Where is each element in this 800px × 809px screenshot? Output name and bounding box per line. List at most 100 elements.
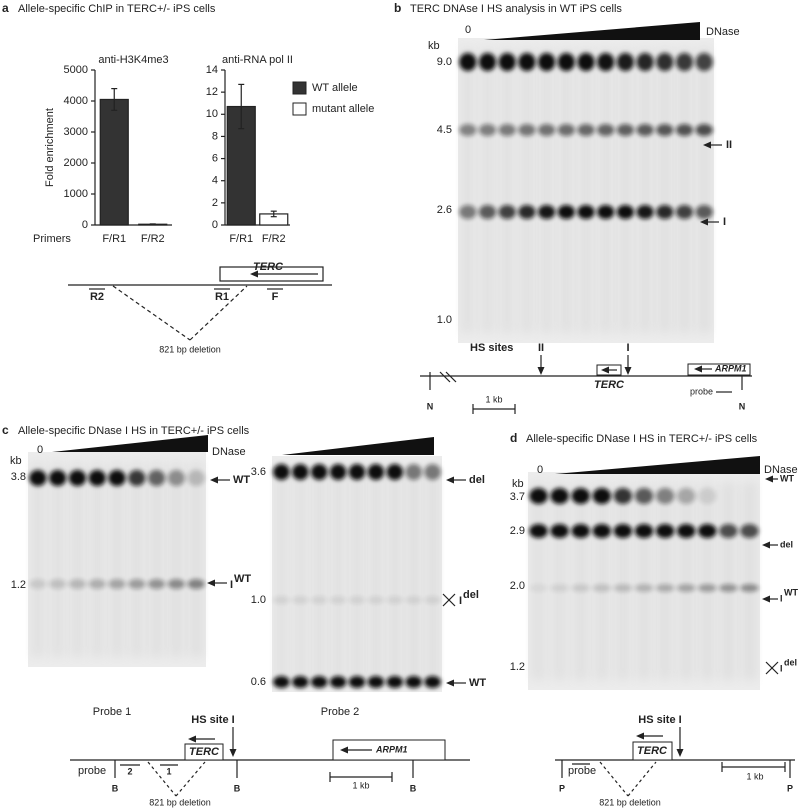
band-label: I xyxy=(230,579,233,591)
band-label: WT xyxy=(780,473,794,483)
band xyxy=(656,124,674,136)
dnase-wedge xyxy=(555,456,760,474)
lane-smear xyxy=(637,48,653,333)
band xyxy=(329,676,347,688)
band xyxy=(613,488,633,504)
band xyxy=(292,596,309,604)
band xyxy=(613,584,633,592)
chart-title: anti-H3K4me3 xyxy=(98,54,168,66)
band xyxy=(386,464,404,480)
band xyxy=(405,596,422,604)
band xyxy=(167,579,186,589)
arrowhead xyxy=(188,735,196,743)
band xyxy=(636,53,654,71)
band-label: I xyxy=(780,593,783,603)
band xyxy=(577,124,595,136)
x-tick-label: F/R2 xyxy=(141,233,165,245)
primer-label: R1 xyxy=(215,291,229,303)
lane-smear xyxy=(676,48,692,333)
y-tick-label: 0 xyxy=(82,219,88,231)
band xyxy=(518,53,536,71)
gene-box xyxy=(332,739,446,761)
band xyxy=(29,470,47,486)
y-tick-label: 3000 xyxy=(64,126,88,138)
probe-label: probe xyxy=(568,765,596,777)
band xyxy=(636,205,654,219)
scale-label: 1 kb xyxy=(352,780,369,790)
band xyxy=(537,205,556,219)
lane-smear xyxy=(312,466,327,682)
line xyxy=(175,761,206,797)
band xyxy=(537,124,556,136)
legend-swatch xyxy=(292,81,307,95)
kb-label: kb xyxy=(428,40,440,52)
size-label: 4.5 xyxy=(437,124,452,136)
band-label: I xyxy=(780,663,783,673)
legend-swatch xyxy=(292,102,307,116)
line xyxy=(112,285,191,341)
band xyxy=(613,524,633,538)
lane-smear xyxy=(720,482,737,680)
band xyxy=(329,464,347,480)
band xyxy=(557,205,575,219)
lane-smear xyxy=(387,466,402,682)
band xyxy=(273,596,290,604)
site-label: B xyxy=(112,783,119,793)
lane-smear xyxy=(635,482,653,680)
band xyxy=(634,488,654,504)
band xyxy=(634,584,654,592)
band xyxy=(571,524,591,538)
band xyxy=(367,596,385,604)
lane-smear xyxy=(50,462,66,657)
lane-smear xyxy=(530,482,547,680)
size-label: 2.6 xyxy=(437,204,452,216)
gene-label: TERC xyxy=(189,746,220,758)
band xyxy=(405,464,422,480)
hs-site: I xyxy=(626,342,629,354)
gene-box xyxy=(632,741,673,761)
site-label: P xyxy=(559,783,565,793)
y-tick-label: 4 xyxy=(212,175,218,187)
band xyxy=(424,676,441,688)
line xyxy=(627,761,657,797)
gene-label: TERC xyxy=(594,379,625,391)
arrowhead xyxy=(537,367,545,375)
lane-smear xyxy=(558,48,574,333)
panel-title: Allele-specific DNase I HS in TERC+/- iP… xyxy=(18,425,250,437)
band xyxy=(459,53,477,71)
band xyxy=(571,488,591,504)
band-label: WT xyxy=(234,573,251,585)
band xyxy=(676,488,696,504)
lane-smear xyxy=(69,462,85,657)
band xyxy=(459,205,477,219)
band xyxy=(48,470,67,486)
band xyxy=(518,124,536,136)
lane-smear xyxy=(330,466,346,682)
kb-label: kb xyxy=(512,478,524,490)
band xyxy=(273,676,290,688)
band xyxy=(292,676,309,688)
band xyxy=(597,124,615,136)
band xyxy=(616,124,635,136)
size-label: 1.2 xyxy=(510,661,525,673)
band xyxy=(187,470,205,486)
gel-caption: Probe 1 xyxy=(93,706,132,718)
size-label: 2.0 xyxy=(510,580,525,592)
scale-label: 1 kb xyxy=(746,771,763,781)
kb-label: kb xyxy=(10,455,22,467)
x-tick-label: F/R1 xyxy=(102,233,126,245)
lane-smear xyxy=(598,48,614,333)
band xyxy=(498,53,516,71)
panel-label: a xyxy=(2,1,9,15)
hs-label: HS sites xyxy=(470,342,513,354)
lane-smear xyxy=(499,48,515,333)
band xyxy=(348,464,366,480)
gene-label: ARPM1 xyxy=(714,363,747,373)
lane-smear xyxy=(406,466,421,682)
band xyxy=(675,53,694,71)
band xyxy=(128,579,146,589)
band xyxy=(597,205,615,219)
y-tick-label: 1000 xyxy=(64,188,88,200)
band xyxy=(616,53,635,71)
panel-label: c xyxy=(2,423,9,437)
